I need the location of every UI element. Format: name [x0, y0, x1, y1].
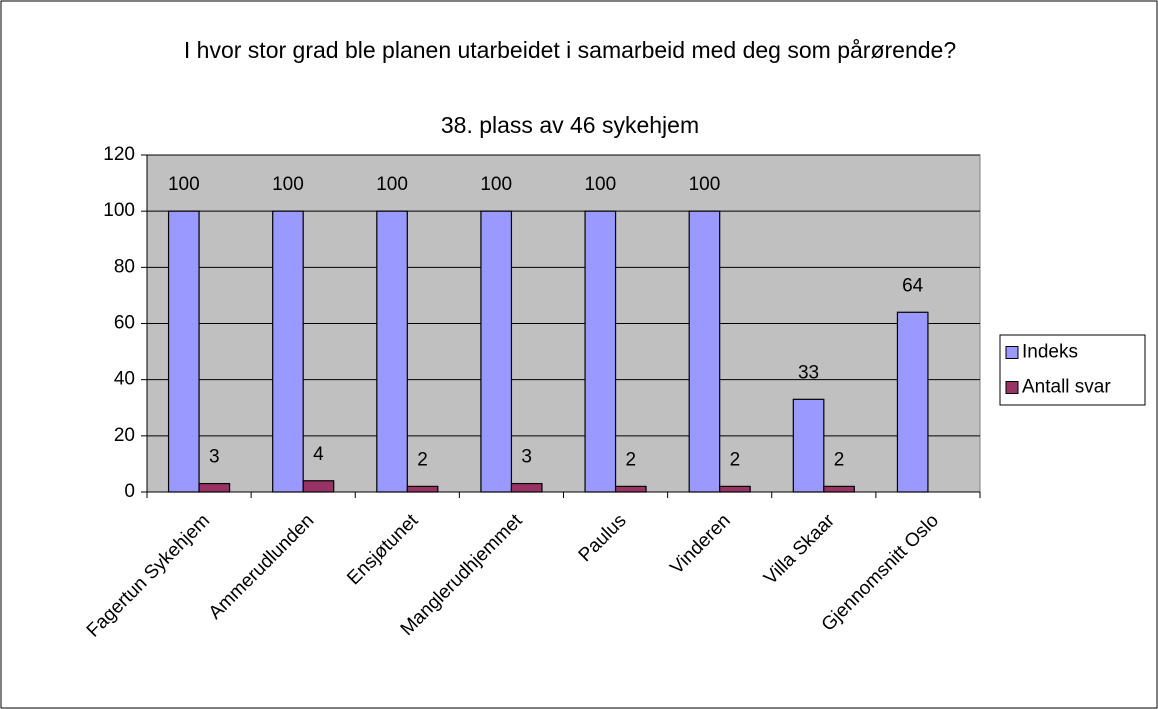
data-label: 2 [730, 449, 741, 470]
y-tick-label: 20 [114, 425, 135, 446]
data-label: 2 [626, 449, 637, 470]
data-label: 100 [168, 174, 200, 195]
bar [719, 485, 751, 493]
data-label: 2 [834, 449, 845, 470]
y-tick-label: 60 [114, 313, 135, 334]
chart-subtitle: 38. plass av 46 sykehjem [441, 112, 699, 138]
data-label: 100 [376, 174, 408, 195]
legend-label: Indeks [1022, 342, 1078, 363]
data-label: 64 [902, 275, 924, 296]
y-tick-label: 80 [114, 256, 135, 277]
bar [896, 311, 929, 493]
data-label: 2 [417, 449, 428, 470]
y-tick-label: 120 [103, 144, 135, 165]
data-label: 3 [521, 447, 532, 468]
bar [510, 482, 543, 493]
bar [198, 482, 231, 493]
y-tick-label: 0 [124, 481, 135, 502]
data-label: 100 [272, 174, 304, 195]
data-label: 100 [689, 174, 721, 195]
bar [167, 210, 200, 493]
y-tick-label: 40 [114, 369, 135, 390]
bar [688, 210, 721, 493]
data-label: 100 [584, 174, 616, 195]
y-tick-label: 100 [103, 200, 135, 221]
legend-swatch [1005, 346, 1019, 359]
bar [614, 485, 647, 493]
bar [302, 480, 335, 493]
bar [272, 210, 304, 493]
data-label: 100 [480, 174, 512, 195]
bar [376, 210, 408, 493]
data-label: 33 [798, 362, 819, 383]
data-label: 4 [313, 444, 324, 465]
bar [823, 485, 855, 493]
legend-label: Antall svar [1022, 377, 1111, 398]
bar [480, 210, 513, 493]
legend-box [999, 334, 1146, 406]
bar [792, 398, 825, 493]
chart-title: I hvor stor grad ble planen utarbeidet i… [184, 37, 956, 63]
data-label: 3 [209, 447, 220, 468]
legend-swatch [1005, 381, 1019, 394]
bar [406, 485, 439, 493]
bar [584, 210, 617, 493]
